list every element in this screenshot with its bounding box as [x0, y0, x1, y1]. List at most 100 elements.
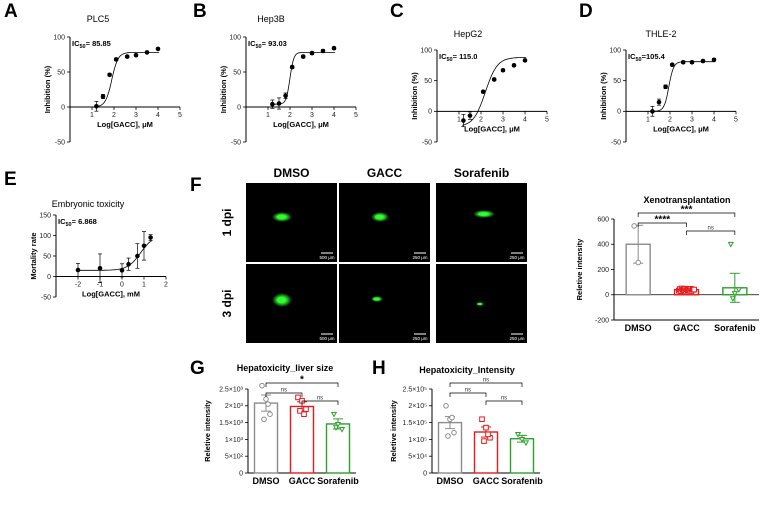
ic50-label: IC50=105.4	[628, 52, 666, 63]
significance-label: ****	[655, 215, 671, 226]
y-axis-label: Reletive intensity	[575, 238, 584, 301]
x-tick-label: 2	[164, 282, 168, 289]
panel-title: Hepatoxicity_Intensity	[419, 365, 515, 375]
y-tick-label: 100	[420, 47, 432, 54]
significance-label: ns	[317, 396, 323, 402]
y-tick-label: 2.5×10⁵	[402, 386, 427, 393]
data-point	[107, 72, 112, 78]
data-point	[113, 57, 119, 62]
x-tick-label: 0	[120, 282, 124, 289]
panel-e: E Embryonic toxicity -50 0 50 100 150 -2 -1 0 1 2 Lo…	[4, 169, 168, 301]
data-point	[141, 243, 147, 249]
x-tick-label: DMSO	[625, 323, 652, 333]
data-point	[700, 58, 706, 64]
y-axis-label: Inhibition (%)	[43, 65, 52, 113]
image-column-label: DMSO	[274, 166, 310, 180]
x-tick-label: Sorafenib	[501, 476, 543, 486]
fit-curve	[462, 57, 527, 126]
bar	[325, 423, 351, 474]
bar	[437, 421, 463, 474]
data-point	[331, 45, 337, 51]
fluorescence-image	[436, 183, 527, 262]
x-tick-label: -2	[75, 282, 81, 289]
scatter-marker	[522, 440, 530, 447]
data-point	[689, 59, 695, 65]
significance-label: ns	[501, 396, 507, 402]
significance-bracket	[265, 392, 303, 397]
y-tick-label: 0	[617, 109, 621, 116]
panel-letter: E	[4, 169, 17, 190]
x-tick-label: DMSO	[253, 476, 280, 486]
x-tick-label: 1	[142, 282, 146, 289]
x-tick-label: 2	[668, 116, 672, 123]
scatter-marker	[735, 287, 742, 294]
panel-c: C HepG2 -50 0 50 100 1 2 3 4 5 Log[GACC], μM Inhibit…	[390, 1, 549, 146]
data-point	[461, 118, 466, 123]
scatter-marker	[514, 432, 522, 438]
y-tick-label: 600	[597, 216, 609, 223]
x-tick-label: 5	[178, 112, 182, 119]
y-tick-label: 50	[57, 69, 65, 76]
data-point	[270, 101, 275, 107]
data-point	[680, 59, 686, 65]
fit-curve	[271, 52, 336, 105]
data-point	[283, 93, 288, 99]
y-tick-label: 1×10⁵	[408, 437, 427, 444]
image-column-label: Sorafenib	[454, 166, 509, 180]
x-axis-label: Log[GACC], μM	[653, 124, 709, 133]
y-tick-label: 50	[43, 253, 51, 260]
fluorescence-image	[339, 183, 430, 262]
scatter-marker	[518, 437, 526, 443]
x-tick-label: 1	[646, 116, 650, 123]
y-tick-label: 0	[237, 104, 241, 111]
panel-a: A PLC5 -50 0 50 100 1 2 3 4 5 Log[GACC], μM Inhibiti…	[4, 1, 182, 146]
data-point	[289, 64, 295, 70]
scatter-marker	[265, 401, 271, 407]
y-tick-label: 50	[613, 78, 621, 85]
y-tick-label: 50	[233, 69, 241, 76]
ic50-label: IC50= 115.0	[439, 52, 477, 63]
fluorescence-image	[246, 264, 337, 343]
fluorescence-image	[246, 183, 337, 262]
significance-bracket	[637, 212, 736, 217]
panel-title: Xenotransplantation	[643, 195, 730, 205]
y-tick-label: -50	[422, 139, 432, 146]
y-tick-label: 100	[53, 34, 65, 41]
scatter-marker	[631, 223, 637, 229]
image-row-label: 1 dpi	[220, 208, 234, 236]
y-tick-label: 2×10³	[225, 403, 244, 410]
scale-bar-label: 250 μm	[412, 255, 427, 260]
scatter-marker	[297, 408, 303, 414]
panel-g-bars: G Hepatoxicity_liver size 0 5×10² 1×10³ 1.5×1…	[190, 358, 359, 486]
data-point	[480, 89, 486, 95]
scatter-marker	[481, 438, 487, 444]
significance-bracket	[637, 222, 687, 227]
y-axis-label: Reletive intensity	[389, 399, 398, 462]
panel-letter: A	[4, 1, 18, 22]
scatter-marker	[451, 429, 457, 436]
significance-label: *	[300, 375, 304, 386]
data-point	[155, 46, 161, 52]
fluorescence-image	[339, 264, 430, 343]
panel-title: Embryonic toxicity	[52, 199, 125, 209]
data-point	[276, 101, 282, 106]
panel-title: Hep3B	[257, 14, 285, 24]
panel-letter: B	[193, 1, 207, 22]
y-tick-label: 2×10⁵	[408, 403, 427, 410]
y-axis-label: Inhibition (%)	[410, 72, 419, 120]
scatter-marker	[261, 416, 267, 423]
fit-curve	[651, 61, 716, 112]
significance-bracket	[265, 382, 339, 387]
y-tick-label: 50	[424, 78, 432, 85]
x-tick-label: 3	[690, 116, 694, 123]
y-axis-label: Inhibition (%)	[219, 65, 228, 113]
panel-letter: F	[190, 175, 202, 196]
scale-bar-label: 250 μm	[509, 336, 524, 341]
scatter-marker	[338, 426, 346, 433]
x-tick-label: -1	[97, 282, 103, 289]
panel-d: D THLE-2 -50 0 50 100 1 2 3 4 5 Log[GACC], μM Inhibi…	[579, 1, 738, 146]
image-column-label: GACC	[367, 166, 403, 180]
scale-bar-label: 250 μm	[509, 255, 524, 260]
significance-label: ns	[465, 388, 471, 394]
